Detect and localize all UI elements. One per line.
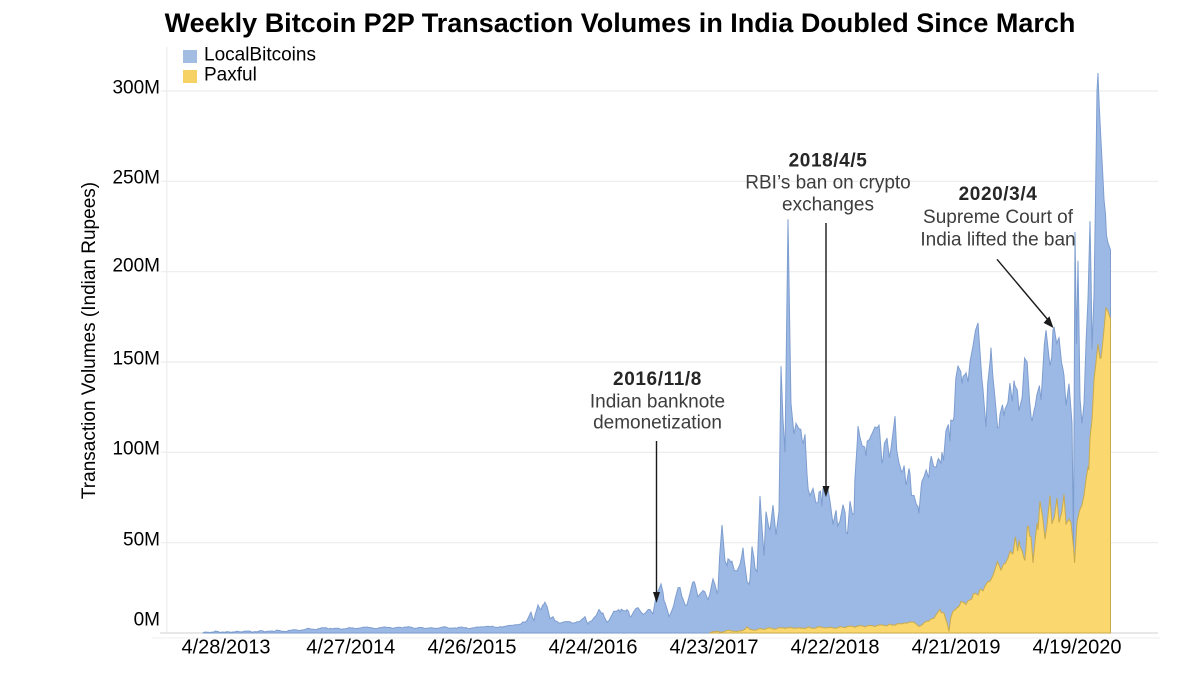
svg-text:2020/3/4: 2020/3/4 (959, 184, 1038, 205)
svg-text:demonetization: demonetization (593, 413, 722, 434)
svg-text:RBI’s ban on crypto: RBI’s ban on crypto (745, 173, 910, 194)
svg-text:4/28/2013: 4/28/2013 (182, 637, 271, 659)
svg-text:4/19/2020: 4/19/2020 (1033, 637, 1122, 659)
svg-text:200M: 200M (112, 256, 160, 277)
svg-text:2018/4/5: 2018/4/5 (789, 151, 868, 172)
svg-text:4/26/2015: 4/26/2015 (428, 637, 517, 659)
svg-text:50M: 50M (123, 530, 160, 551)
svg-text:Transaction Volumes (Indian Ru: Transaction Volumes (Indian Rupees) (79, 182, 100, 499)
svg-text:Indian banknote: Indian banknote (590, 392, 725, 413)
svg-text:Supreme Court of: Supreme Court of (923, 207, 1074, 228)
svg-text:100M: 100M (112, 439, 160, 460)
svg-text:4/21/2019: 4/21/2019 (912, 637, 1001, 659)
svg-text:2016/11/8: 2016/11/8 (613, 369, 702, 390)
svg-text:Paxful: Paxful (204, 65, 257, 86)
svg-text:0M: 0M (134, 610, 160, 631)
svg-text:4/22/2018: 4/22/2018 (791, 637, 880, 659)
svg-text:LocalBitcoins: LocalBitcoins (204, 45, 316, 66)
svg-text:150M: 150M (112, 349, 160, 370)
svg-text:300M: 300M (112, 78, 160, 99)
svg-text:4/23/2017: 4/23/2017 (670, 637, 759, 659)
svg-text:exchanges: exchanges (782, 195, 874, 216)
svg-text:India lifted the ban: India lifted the ban (920, 229, 1075, 250)
svg-text:4/24/2016: 4/24/2016 (549, 637, 638, 659)
svg-text:4/27/2014: 4/27/2014 (306, 637, 395, 659)
svg-text:250M: 250M (112, 168, 160, 189)
